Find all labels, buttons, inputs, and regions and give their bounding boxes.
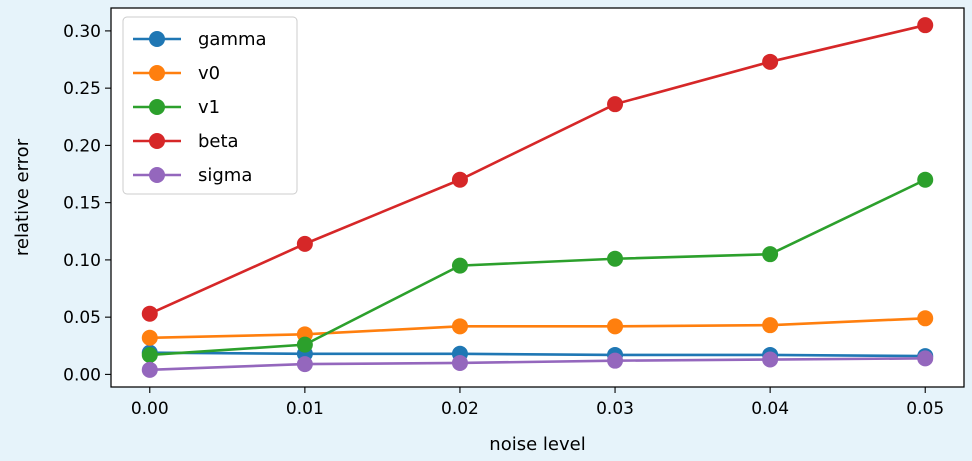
x-tick-label: 0.04 xyxy=(751,399,789,419)
series-line-beta xyxy=(149,23,926,315)
y-tick-label: 0.25 xyxy=(63,79,101,99)
x-tick-label: 0.00 xyxy=(131,399,169,419)
data-point-v1 xyxy=(296,336,313,353)
data-point-v0 xyxy=(917,310,934,327)
data-point-v1 xyxy=(607,250,624,267)
data-point-v1 xyxy=(451,257,468,274)
y-tick-label: 0.20 xyxy=(63,136,101,156)
legend-swatch-marker xyxy=(149,31,165,47)
legend-item-beta: beta xyxy=(133,131,239,152)
data-point-sigma xyxy=(762,351,779,368)
series-line-v1 xyxy=(149,178,926,357)
series-sigma xyxy=(141,350,934,378)
y-axis-ticks: 0.00 0.05 0.10 0.15 0.20 0.25 0.30 xyxy=(63,22,111,385)
series-layer xyxy=(141,17,934,378)
legend-label: sigma xyxy=(198,165,252,186)
x-tick-label: 0.02 xyxy=(441,399,479,419)
data-point-v0 xyxy=(607,318,624,335)
legend-box xyxy=(122,16,298,195)
data-point-beta xyxy=(762,53,779,70)
y-tick-label: 0.30 xyxy=(63,22,101,42)
data-point-v1 xyxy=(141,346,158,363)
legend-item-gamma: gamma xyxy=(133,29,267,50)
series-beta xyxy=(141,17,934,322)
legend-label: beta xyxy=(198,131,239,152)
y-tick-label: 0.10 xyxy=(63,251,101,271)
y-tick-label: 0.00 xyxy=(63,365,101,385)
legend-item-v1: v1 xyxy=(133,97,220,118)
x-axis-label: noise level xyxy=(489,434,585,455)
legend-swatch-marker xyxy=(149,99,165,115)
data-point-sigma xyxy=(607,352,624,369)
legend-swatch-marker xyxy=(149,65,165,81)
data-point-sigma xyxy=(451,354,468,371)
legend-label: gamma xyxy=(198,29,267,50)
series-line-gamma xyxy=(149,351,926,358)
series-line-v0 xyxy=(149,317,926,340)
x-axis-ticks: 0.00 0.01 0.02 0.03 0.04 0.05 xyxy=(131,387,944,419)
series-line-sigma xyxy=(149,357,926,372)
data-point-beta xyxy=(141,305,158,322)
data-point-sigma xyxy=(141,361,158,378)
data-point-v0 xyxy=(141,329,158,346)
x-tick-label: 0.03 xyxy=(596,399,634,419)
y-tick-label: 0.15 xyxy=(63,194,101,214)
series-v0 xyxy=(141,310,934,346)
legend-label: v0 xyxy=(198,63,220,84)
y-axis-label: relative error xyxy=(12,138,33,256)
data-point-beta xyxy=(296,235,313,252)
x-tick-label: 0.01 xyxy=(286,399,324,419)
data-point-v1 xyxy=(917,171,934,188)
data-point-sigma xyxy=(917,350,934,367)
legend-item-v0: v0 xyxy=(133,63,220,84)
legend-item-sigma: sigma xyxy=(133,165,252,186)
series-v1 xyxy=(141,171,934,363)
legend-swatch-marker xyxy=(149,167,165,183)
legend-swatch-marker xyxy=(149,133,165,149)
data-point-beta xyxy=(607,96,624,113)
data-point-v1 xyxy=(762,246,779,263)
data-point-sigma xyxy=(296,356,313,373)
x-tick-label: 0.05 xyxy=(906,399,944,419)
legend-label: v1 xyxy=(198,97,220,118)
data-point-v0 xyxy=(762,317,779,334)
plot-frame xyxy=(110,7,965,388)
data-point-v0 xyxy=(451,318,468,335)
data-point-beta xyxy=(917,17,934,34)
y-tick-label: 0.05 xyxy=(63,308,101,328)
data-point-beta xyxy=(451,171,468,188)
legend: gamma v0 v1 beta sigma xyxy=(122,16,298,195)
